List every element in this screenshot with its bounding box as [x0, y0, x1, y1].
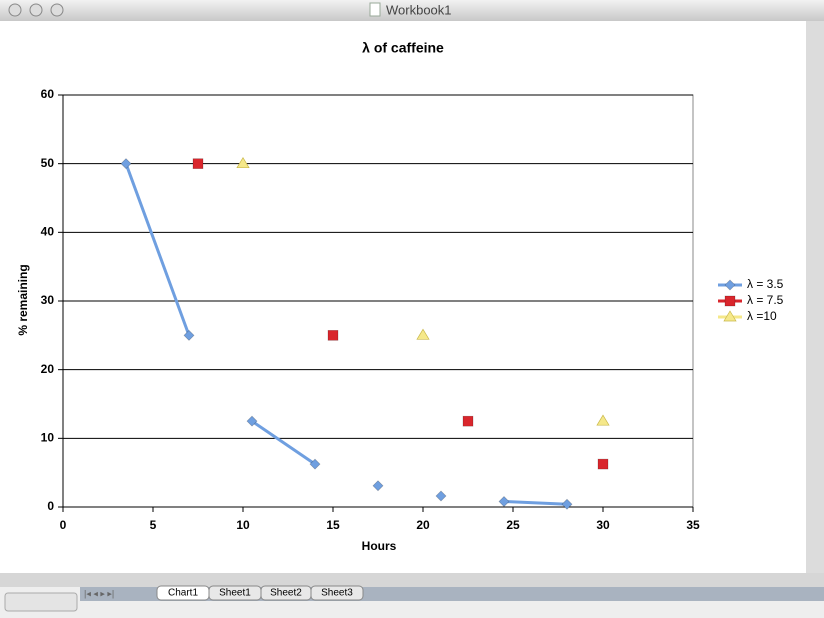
legend-marker: [724, 279, 736, 291]
y-axis-label: % remaining: [16, 264, 30, 335]
x-tick-label: 10: [236, 518, 250, 532]
x-tick-label: 0: [60, 518, 67, 532]
data-point: [498, 496, 510, 508]
x-tick-label: 5: [150, 518, 157, 532]
legend-marker: [724, 295, 736, 307]
title-bar: [0, 0, 824, 21]
legend-label: λ =10: [747, 309, 777, 323]
sheet-tab-label[interactable]: Sheet3: [321, 588, 353, 599]
data-point: [561, 498, 573, 510]
legend-marker: [723, 310, 737, 322]
data-point: [597, 458, 609, 470]
x-tick-label: 25: [506, 518, 520, 532]
zoom-button[interactable]: [50, 3, 64, 17]
x-tick-label: 35: [686, 518, 700, 532]
data-point: [309, 458, 321, 470]
view-buttons[interactable]: [4, 592, 78, 612]
doc-icon: [369, 2, 381, 17]
tab-nav[interactable]: |◂ ◂ ▸ ▸|: [84, 588, 114, 598]
data-point: [236, 156, 250, 169]
data-point: [462, 415, 474, 427]
y-tick-label: 0: [47, 499, 54, 513]
sheet-tab-label[interactable]: Sheet2: [270, 588, 302, 599]
x-axis-label: Hours: [362, 539, 397, 553]
y-tick-label: 60: [41, 87, 55, 101]
sheet-tab[interactable]: [310, 585, 364, 601]
sheet-tab-label[interactable]: Chart1: [168, 588, 198, 599]
data-point: [192, 158, 204, 170]
x-tick-label: 20: [416, 518, 430, 532]
close-button[interactable]: [8, 3, 22, 17]
data-point: [596, 414, 610, 426]
x-tick-label: 30: [596, 518, 610, 532]
data-point: [372, 480, 384, 492]
legend-label: λ = 3.5: [747, 277, 784, 291]
y-tick-label: 20: [41, 362, 55, 376]
data-point: [120, 158, 132, 170]
data-point: [435, 490, 447, 502]
data-point: [416, 328, 430, 340]
legend-label: λ = 7.5: [747, 293, 784, 307]
chart-title: λ of caffeine: [362, 40, 444, 56]
data-point: [246, 415, 258, 427]
scrollbar[interactable]: [806, 21, 824, 573]
x-tick-label: 15: [326, 518, 340, 532]
data-point: [327, 329, 339, 341]
sheet-tab-label[interactable]: Sheet1: [219, 588, 251, 599]
data-point: [183, 329, 195, 341]
series-line: [124, 163, 568, 506]
minimize-button[interactable]: [29, 3, 43, 17]
window-title: Workbook1: [386, 2, 452, 17]
y-tick-label: 30: [41, 293, 55, 307]
y-tick-label: 40: [41, 225, 55, 239]
y-tick-label: 50: [41, 156, 55, 170]
y-tick-label: 10: [41, 431, 55, 445]
bottom-bar: [0, 573, 824, 587]
